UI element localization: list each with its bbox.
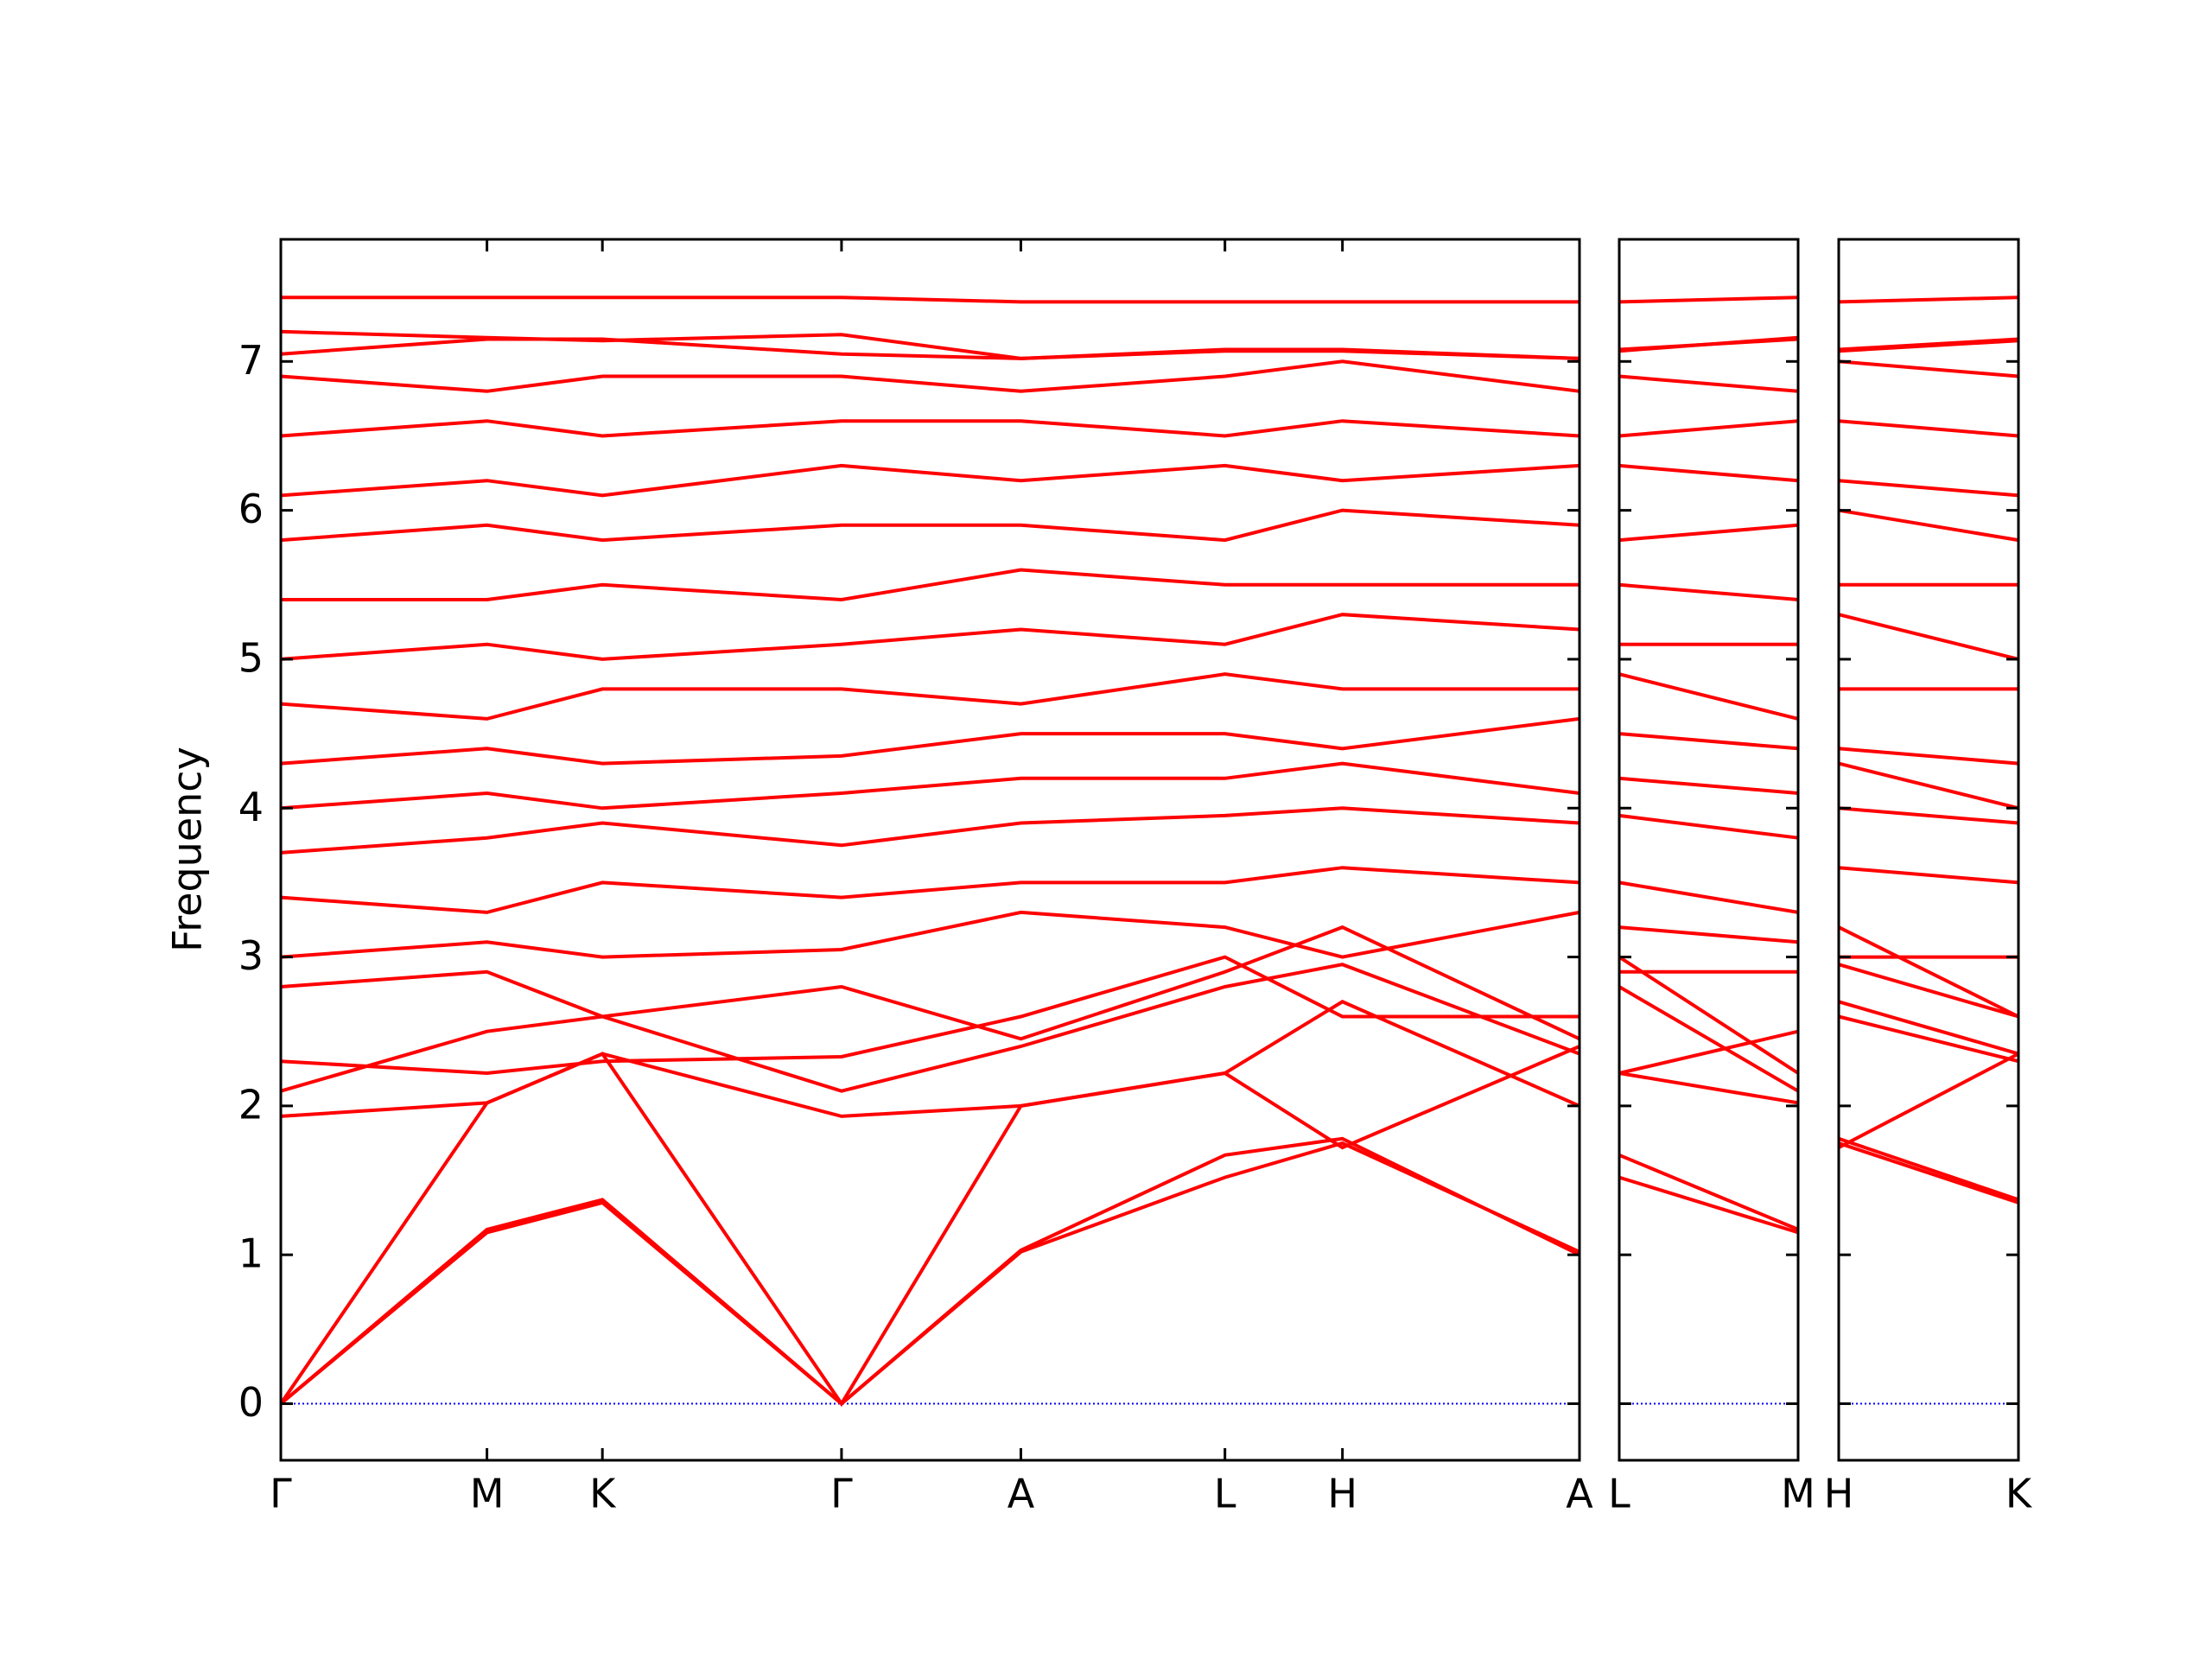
y-tick-label: 0 xyxy=(238,1379,264,1426)
band-line xyxy=(1618,582,1799,601)
band-line xyxy=(1838,1000,2019,1056)
y-tick-label: 1 xyxy=(238,1230,264,1277)
x-tick-label: L xyxy=(1214,1471,1236,1517)
band-line xyxy=(1838,1014,2019,1064)
band-line xyxy=(280,963,1580,1093)
band-line xyxy=(1618,672,1799,721)
band-line xyxy=(1618,523,1799,543)
band-line xyxy=(1838,479,2019,498)
band-line xyxy=(1618,296,1799,304)
x-tick-label: H xyxy=(1824,1471,1854,1517)
band-line xyxy=(1618,1153,1799,1231)
band-line xyxy=(280,806,1580,855)
band-line xyxy=(1838,806,2019,825)
y-tick-label: 2 xyxy=(238,1081,264,1128)
band-line xyxy=(1618,1071,1799,1105)
band-line xyxy=(1838,1052,2019,1149)
band-line xyxy=(279,1141,1580,1407)
band-line xyxy=(280,1000,1580,1118)
band-line xyxy=(280,866,1580,914)
band-line xyxy=(1838,1141,2019,1205)
x-tick-label: K xyxy=(589,1471,617,1517)
band-line xyxy=(1838,747,2019,766)
band-line xyxy=(1618,1029,1799,1075)
x-tick-label: M xyxy=(470,1471,505,1517)
band-line xyxy=(280,337,1580,360)
x-tick-label: L xyxy=(1608,1471,1630,1517)
band-line xyxy=(1618,463,1799,483)
band-line xyxy=(1618,813,1799,840)
band-line xyxy=(281,568,1580,602)
band-line xyxy=(1618,1175,1799,1235)
band-line xyxy=(280,761,1580,810)
band-line xyxy=(280,955,1580,1076)
x-tick-label: K xyxy=(2005,1471,2033,1517)
x-tick-label: H xyxy=(1327,1471,1357,1517)
band-line xyxy=(280,329,1580,360)
band-line xyxy=(1838,296,2019,304)
band-line xyxy=(280,672,1580,721)
band-line xyxy=(1618,985,1800,1093)
band-line xyxy=(1838,613,2019,661)
band-line xyxy=(1838,508,2019,543)
plot-frame xyxy=(1837,238,2020,1462)
band-line xyxy=(1618,419,1799,438)
band-line xyxy=(1618,374,1799,393)
band-line xyxy=(280,716,1580,766)
band-line xyxy=(280,910,1580,959)
band-line xyxy=(280,613,1580,661)
band-line xyxy=(1838,866,2019,885)
x-tick-label: Γ xyxy=(270,1471,292,1517)
band-line xyxy=(280,508,1580,543)
band-line xyxy=(281,296,1580,304)
band-line xyxy=(1838,419,2019,438)
band-line xyxy=(279,1045,1580,1408)
band-line xyxy=(1838,1136,2019,1202)
plot-frame xyxy=(1618,238,1800,1462)
y-tick-label: 6 xyxy=(238,486,264,532)
band-line xyxy=(1618,955,1800,1075)
x-tick-label: M xyxy=(1781,1471,1815,1517)
band-line xyxy=(1618,776,1799,795)
plot-frame xyxy=(279,238,1581,1462)
x-tick-label: A xyxy=(1566,1471,1593,1517)
y-axis-label: Frequency xyxy=(164,747,211,952)
y-tick-label: 5 xyxy=(238,634,264,681)
band-line xyxy=(1618,732,1799,751)
band-line xyxy=(1838,339,2019,353)
band-line xyxy=(280,925,1580,1041)
x-tick-label: Γ xyxy=(830,1471,853,1517)
band-line xyxy=(1838,359,2019,378)
band-line xyxy=(280,463,1580,498)
band-line xyxy=(1618,880,1799,914)
band-line xyxy=(1838,761,2019,810)
band-line xyxy=(1618,925,1799,944)
band-line xyxy=(280,419,1580,438)
y-tick-label: 4 xyxy=(238,784,264,830)
band-line xyxy=(279,1136,1580,1407)
band-line xyxy=(280,359,1580,393)
band-line xyxy=(1618,335,1799,353)
y-tick-label: 7 xyxy=(238,337,264,384)
y-tick-label: 3 xyxy=(238,932,264,979)
band-line xyxy=(1838,925,2019,1019)
band-line xyxy=(1838,963,2019,1019)
x-tick-label: A xyxy=(1007,1471,1035,1517)
